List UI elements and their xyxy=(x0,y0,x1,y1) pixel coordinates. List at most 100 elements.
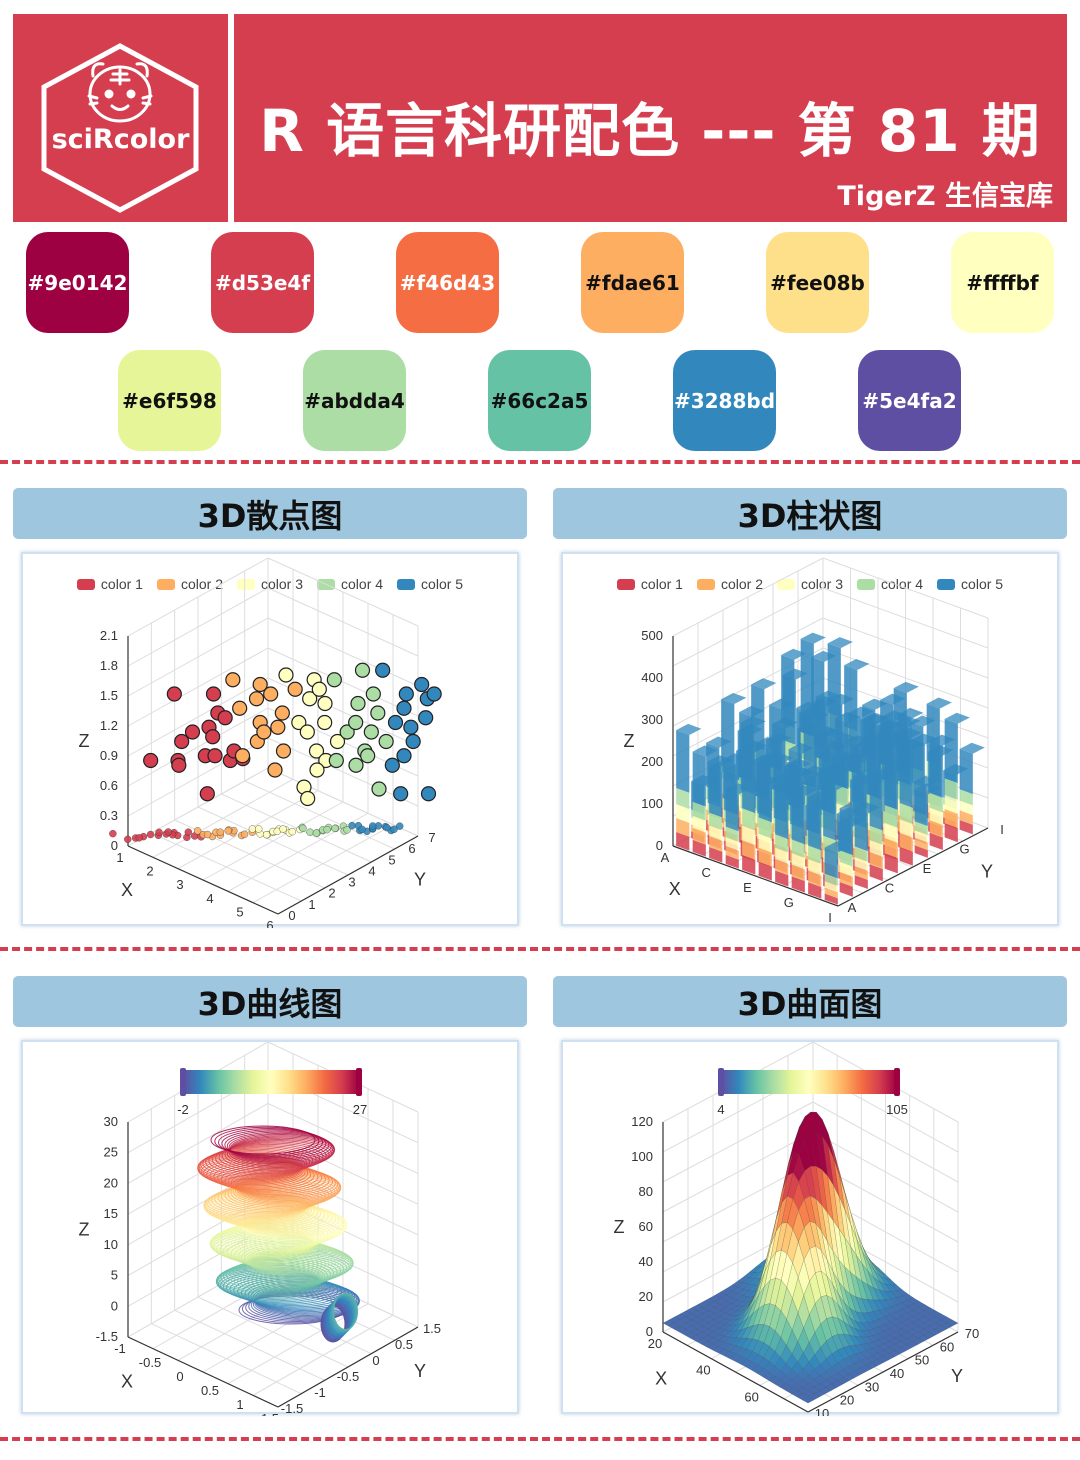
scatter-point xyxy=(348,714,364,731)
bar-segment xyxy=(914,830,928,843)
scatter-series xyxy=(248,667,346,839)
x-tick-label: 40 xyxy=(696,1363,710,1378)
scatter-shadow-point xyxy=(184,828,193,836)
bar-top xyxy=(808,791,834,803)
helix-tail-ring xyxy=(330,1295,356,1333)
y-axis-line xyxy=(277,1326,419,1408)
bar-top xyxy=(709,761,735,773)
y-tick-label: E xyxy=(923,861,932,876)
bar-top xyxy=(898,707,924,719)
x-axis-line xyxy=(662,1331,809,1413)
bar-segment xyxy=(709,767,723,818)
x-tick-label: -1 xyxy=(114,1341,126,1356)
bar-segment xyxy=(758,833,772,853)
x-tick-label: 1 xyxy=(116,850,123,865)
scatter-point xyxy=(274,705,290,721)
scatter-point xyxy=(252,676,268,693)
bar-segment xyxy=(929,793,943,813)
bar-segment xyxy=(775,834,789,853)
logo-text: sciRcolor xyxy=(51,124,190,155)
surface-cell xyxy=(934,1325,947,1333)
helix-tail-ring xyxy=(327,1298,353,1336)
dashed-divider xyxy=(0,460,1080,464)
y-axis-label: Y xyxy=(414,1361,426,1381)
page-subtitle: TigerZ 生信宝库 xyxy=(837,181,1053,212)
x-tick-label: I xyxy=(828,910,832,925)
bar-segment xyxy=(944,823,958,843)
bar-top xyxy=(775,780,801,792)
bar-segment xyxy=(808,859,822,876)
helix-ring xyxy=(210,1125,316,1155)
z-tick-label: 100 xyxy=(641,796,663,811)
legend-item[interactable]: color 5 xyxy=(937,576,1003,592)
x-axis-line xyxy=(672,845,839,907)
scatter-point xyxy=(225,672,241,688)
scatter-shadow-point xyxy=(124,835,132,844)
helix-tail-ring xyxy=(322,1303,348,1341)
y-tick-label: 0.5 xyxy=(395,1337,413,1352)
bar-segment xyxy=(676,804,690,823)
bar-segment xyxy=(824,887,838,899)
bar-top xyxy=(821,741,847,753)
legend-item[interactable]: color 5 xyxy=(397,576,463,592)
bar-top xyxy=(740,716,766,728)
y-tick-label: -1 xyxy=(314,1385,326,1400)
helix-ring xyxy=(221,1129,327,1159)
scatter-point xyxy=(328,752,344,769)
z-tick-label: 0 xyxy=(646,1324,653,1339)
bar-top xyxy=(884,735,910,747)
legend-swatch xyxy=(696,578,715,590)
scatter-series xyxy=(298,662,394,837)
bar-top xyxy=(839,802,865,814)
legend-item[interactable]: color 3 xyxy=(776,576,843,592)
legend-item[interactable]: color 1 xyxy=(76,576,143,592)
scatter-point xyxy=(375,662,391,678)
scatter-point xyxy=(309,762,325,778)
chart-legend[interactable]: color 1 color 2 color 3 color 4 color 5 xyxy=(563,576,1057,592)
x-tick-label: 4 xyxy=(206,891,213,906)
header-divider xyxy=(228,14,234,222)
grid-line xyxy=(227,812,369,892)
scatter-shadow-point xyxy=(135,834,143,842)
legend-item[interactable]: color 2 xyxy=(156,576,223,592)
bar-segment xyxy=(944,718,958,784)
y-tick-label: 50 xyxy=(915,1353,929,1368)
bar-top xyxy=(739,705,765,717)
x-axis-label: X xyxy=(655,1368,667,1388)
helix-tail-ring xyxy=(331,1294,357,1332)
bar-segment xyxy=(884,838,898,859)
legend-swatch xyxy=(397,578,416,590)
x-tick-label: A xyxy=(661,850,670,865)
bar-top xyxy=(854,802,880,814)
bar-segment xyxy=(959,819,973,835)
bar-segment xyxy=(944,794,958,814)
bar-top xyxy=(926,697,952,709)
scatter-shadow-point xyxy=(279,825,287,833)
scatter-point xyxy=(414,676,430,693)
y-tick-label: -0.5 xyxy=(337,1369,359,1384)
z-tick-label: 100 xyxy=(631,1149,653,1164)
scatter-shadow-point xyxy=(331,824,339,833)
grid-line xyxy=(202,801,344,881)
z-axis-label: Z xyxy=(614,1217,625,1237)
scatter-panel-title: 3D散点图 xyxy=(13,488,527,539)
scatter-shadow-point xyxy=(343,826,351,834)
scatter-series xyxy=(348,662,442,836)
bar-top xyxy=(929,734,955,746)
bar-segment xyxy=(944,778,958,800)
bar-segment xyxy=(929,820,943,838)
bar-group xyxy=(676,632,985,905)
bar-segment xyxy=(808,882,822,899)
colorbar-handle-max xyxy=(356,1068,362,1096)
color-swatch: #9e0142 xyxy=(26,232,129,333)
bar-top xyxy=(676,723,702,735)
colorbar-max-label: 27 xyxy=(353,1102,367,1117)
legend-item[interactable]: color 1 xyxy=(616,576,683,592)
bar-top xyxy=(800,632,826,644)
header-banner: sciRcolor R 语言科研配色 --- 第 81 期 TigerZ 生信宝… xyxy=(13,14,1067,222)
y-tick-label: 3 xyxy=(348,875,355,890)
bar-chart-panel: color 1 color 2 color 3 color 4 color 5 0 100… xyxy=(561,552,1059,926)
x-axis-label: X xyxy=(669,879,681,899)
legend-item[interactable]: color 2 xyxy=(696,576,763,592)
legend-item[interactable]: color 4 xyxy=(857,576,923,592)
